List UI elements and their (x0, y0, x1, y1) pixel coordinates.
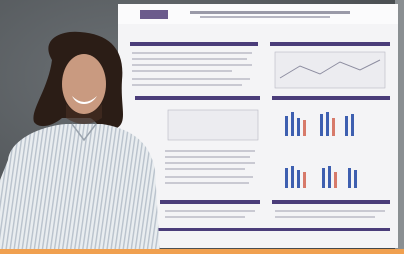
section-bar (150, 228, 390, 231)
page: Photo {} html, body { margin: 0; padding… (0, 0, 404, 254)
poster (118, 4, 398, 248)
section-bar (130, 42, 258, 46)
poster-subtitle-line (200, 16, 330, 18)
face (62, 54, 106, 114)
poster-logo (140, 10, 168, 19)
section-bar (272, 96, 390, 100)
section-bar (270, 42, 390, 46)
bottom-strip (0, 249, 404, 254)
body: (() => { const data = JSON.parse(documen… (0, 0, 404, 254)
section-bar (272, 200, 390, 204)
poster-title-line (190, 11, 350, 14)
section-bar (160, 200, 260, 204)
shirt (0, 124, 160, 254)
figure-panel (168, 110, 258, 140)
section-bar (135, 96, 260, 100)
figure-panel (275, 52, 385, 88)
photo (0, 0, 404, 254)
